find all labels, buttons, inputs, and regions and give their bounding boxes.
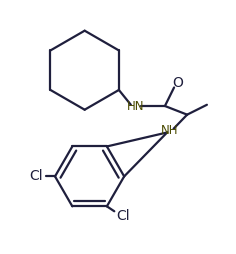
Text: Cl: Cl (29, 169, 42, 183)
Text: NH: NH (161, 124, 178, 137)
Text: O: O (172, 76, 183, 90)
Text: Cl: Cl (116, 209, 130, 223)
Text: HN: HN (126, 100, 144, 113)
